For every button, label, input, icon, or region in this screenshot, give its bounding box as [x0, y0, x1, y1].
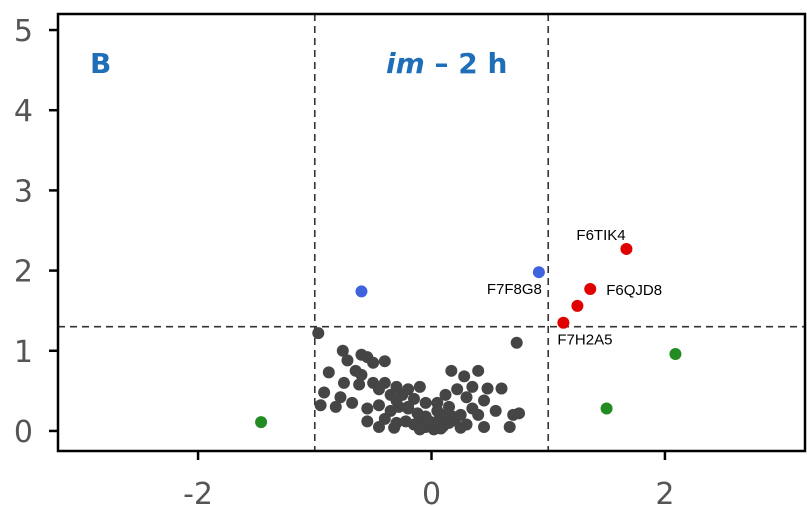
point-ns-21	[413, 380, 426, 393]
point-ns-14	[337, 376, 350, 389]
point-ns-66	[478, 420, 491, 433]
point-ns-1	[510, 336, 523, 349]
point-ns-78	[423, 415, 436, 428]
point-ns-35	[314, 399, 327, 412]
point-ns-75	[390, 394, 403, 407]
point-ns-49	[472, 408, 485, 421]
point-ns-12	[445, 364, 458, 377]
point-ns-34	[478, 394, 491, 407]
point-ns-39	[372, 399, 385, 412]
point-ns-11	[472, 364, 485, 377]
y-tick-label-5: 5	[14, 14, 33, 49]
x-tick-label-2: 2	[655, 477, 674, 506]
point-ns-0	[312, 327, 325, 340]
point-ns-32	[439, 388, 452, 401]
y-tick-label-1: 1	[14, 335, 33, 370]
point-label-f7h2a5: F7H2A5	[557, 332, 612, 349]
x-tick-label--2: -2	[183, 477, 213, 506]
point-ns-70	[413, 423, 426, 436]
panel-title-rest: – 2 h	[425, 47, 508, 80]
point-ns-76	[431, 396, 444, 409]
y-tick-label-3: 3	[14, 174, 33, 209]
point-ns-38	[361, 402, 374, 415]
point-ns-26	[318, 386, 331, 399]
point-ns-68	[372, 420, 385, 433]
point-ns-7	[378, 355, 391, 368]
point-label-f6qjd8: F6QJD8	[606, 282, 662, 299]
y-tick-label-0: 0	[14, 415, 33, 450]
point-label-f6tik4: F6TIK4	[576, 227, 625, 244]
point-up-0	[620, 242, 633, 255]
point-ns-53	[361, 415, 374, 428]
point-ns-50	[489, 404, 502, 417]
point-ns-18	[378, 376, 391, 389]
y-tick-label-4: 4	[14, 94, 33, 129]
point-ns-69	[388, 421, 401, 434]
point-ns-73	[454, 421, 467, 434]
point-fc_only-2	[255, 416, 268, 429]
panel-title: im – 2 h	[386, 47, 507, 80]
point-fc_only-0	[669, 347, 682, 360]
panel-label: B	[90, 47, 111, 80]
point-down_sig-1	[355, 285, 368, 298]
point-ns-36	[329, 400, 342, 413]
point-fc_only-1	[600, 402, 613, 415]
point-ns-4	[341, 354, 354, 367]
point-ns-74	[402, 400, 415, 413]
point-up-1	[584, 283, 597, 296]
y-tick-label-2: 2	[14, 255, 33, 290]
point-ns-37	[346, 396, 359, 409]
point-down_sig-0	[532, 266, 545, 279]
point-ns-6	[367, 356, 380, 369]
point-ns-25	[495, 382, 508, 395]
point-ns-15	[353, 378, 366, 391]
point-ns-23	[466, 380, 479, 393]
point-ns-10	[355, 368, 368, 381]
point-ns-72	[434, 422, 447, 435]
point-ns-22	[451, 383, 464, 396]
point-ns-27	[334, 391, 347, 404]
point-ns-33	[460, 391, 473, 404]
point-label-f7f8g8: F7F8G8	[487, 281, 542, 298]
point-ns-79	[439, 408, 452, 421]
point-ns-52	[513, 407, 526, 420]
point-ns-67	[503, 420, 516, 433]
x-tick-label-0: 0	[422, 477, 441, 506]
panel-title-italic: im	[386, 47, 425, 80]
point-ns-2	[336, 344, 349, 357]
point-up-2	[571, 299, 584, 312]
point-ns-24	[481, 382, 494, 395]
point-ns-8	[322, 366, 335, 379]
point-up-3	[557, 316, 570, 329]
point-ns-13	[458, 370, 471, 383]
point-ns-31	[419, 396, 432, 409]
